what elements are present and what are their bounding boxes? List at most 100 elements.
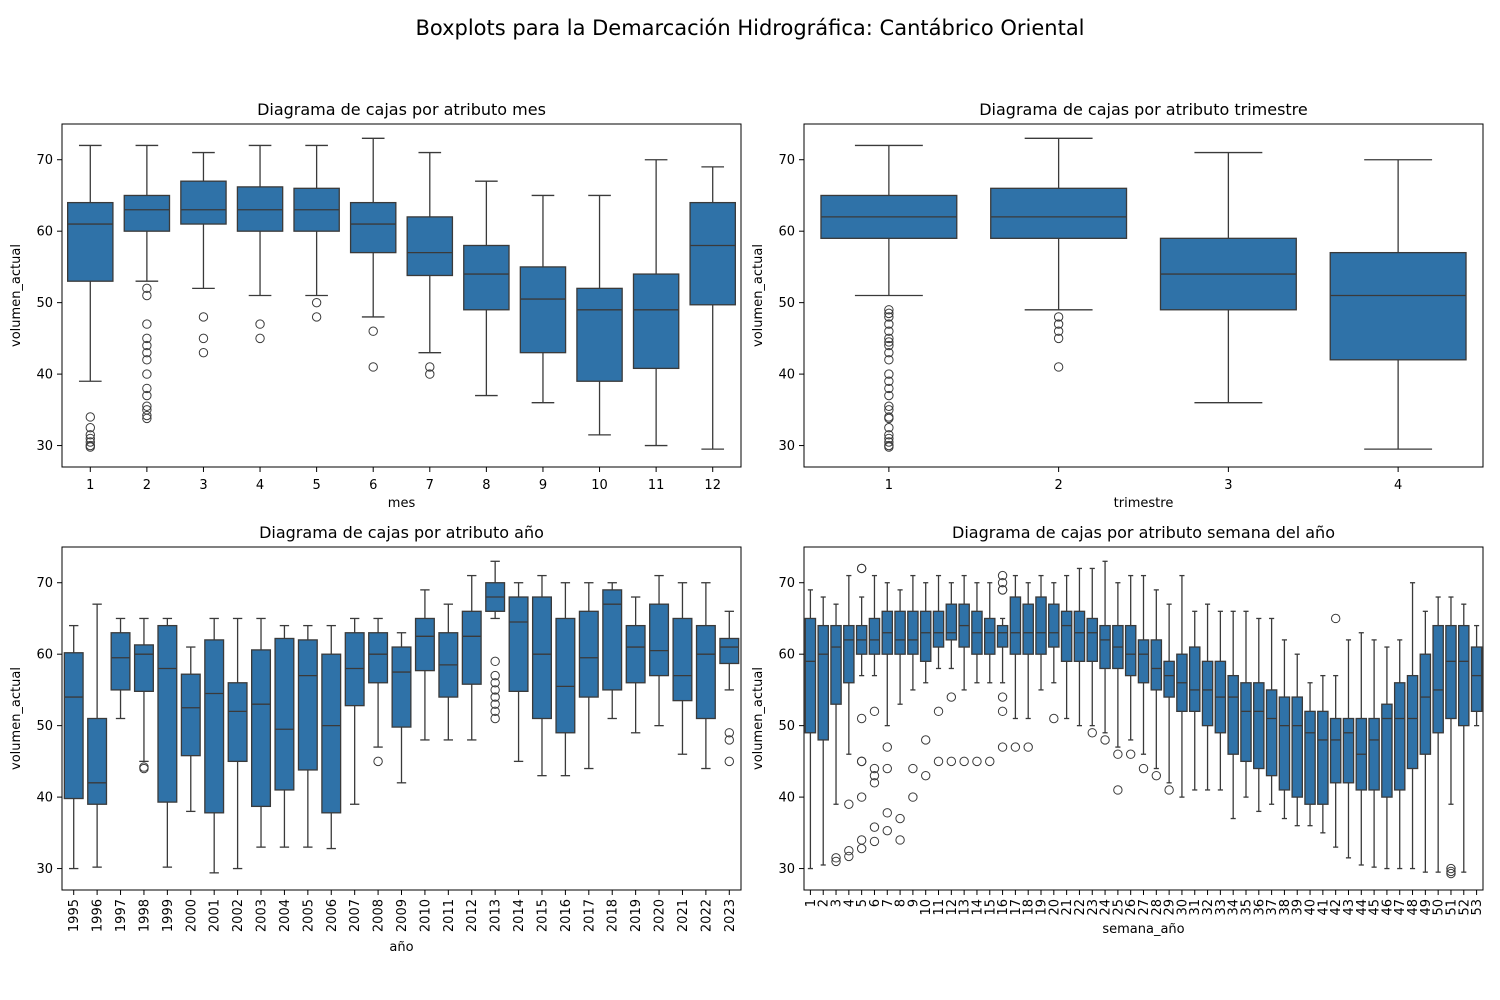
- outlier-point: [997, 578, 1008, 588]
- x-tick-label: 25: [1111, 899, 1126, 916]
- outlier-point: [142, 401, 152, 411]
- outlier-point: [724, 735, 734, 745]
- box-iqr: [1406, 674, 1419, 770]
- y-axis-label: volumen_actual: [751, 244, 766, 347]
- x-tick-label: 39: [1291, 899, 1306, 916]
- box-2011: [438, 603, 459, 741]
- x-tick-label: 31: [1188, 899, 1203, 916]
- box-2019: [625, 596, 646, 734]
- x-tick-label: 50: [1432, 899, 1447, 916]
- box-45: [1368, 639, 1380, 868]
- box-30: [1176, 574, 1188, 798]
- panel-title: Diagrama de cajas por atributo mes: [257, 100, 546, 119]
- outlier-point: [1087, 728, 1097, 738]
- y-axis-label: volumen_actual: [9, 244, 24, 347]
- outlier-point: [884, 305, 894, 315]
- x-tick-label: 2022: [699, 899, 714, 932]
- box-iqr: [414, 617, 435, 672]
- y-axis-label: volumen_actual: [9, 667, 24, 770]
- outlier-point: [311, 297, 322, 308]
- box-53: [1470, 624, 1483, 727]
- outlier-point: [85, 422, 95, 433]
- box-iqr: [1317, 710, 1329, 805]
- box-2002: [227, 617, 248, 870]
- x-tick-label: 5: [312, 478, 320, 493]
- outlier-point: [724, 728, 734, 738]
- x-axis-label: semana_año: [1102, 922, 1184, 937]
- box-10: [919, 582, 932, 781]
- box-iqr: [519, 266, 567, 354]
- x-tick-label: 2014: [512, 899, 527, 932]
- outlier-point: [997, 742, 1008, 752]
- x-tick-label: 5: [855, 899, 870, 907]
- box-37: [1265, 617, 1278, 805]
- x-tick-label: 34: [1227, 899, 1242, 916]
- box-iqr: [123, 194, 171, 232]
- x-tick-label: 52: [1457, 899, 1472, 916]
- outlier-point: [198, 347, 209, 358]
- box-1995: [63, 624, 84, 870]
- outlier-point: [884, 390, 894, 401]
- box-2: [990, 137, 1128, 372]
- box-2015: [531, 574, 552, 777]
- outlier-point: [425, 362, 435, 372]
- box-2: [123, 144, 171, 424]
- box-35: [1240, 610, 1252, 798]
- box-12: [945, 582, 958, 767]
- outlier-point: [856, 563, 867, 574]
- box-14: [971, 582, 983, 767]
- outlier-point: [997, 585, 1008, 595]
- outlier-point: [1053, 362, 1064, 372]
- y-tick-label: 30: [36, 862, 53, 877]
- x-tick-label: 1996: [91, 899, 106, 932]
- outlier-point: [490, 692, 500, 702]
- box-iqr: [1470, 646, 1483, 713]
- x-tick-label: 23: [1086, 899, 1101, 916]
- box-iqr: [1432, 624, 1444, 734]
- box-iqr: [649, 603, 670, 677]
- outlier-point: [831, 853, 841, 863]
- box-34: [1227, 610, 1239, 820]
- x-tick-label: 40: [1304, 899, 1319, 916]
- box-2023: [719, 610, 740, 767]
- outlier-point: [869, 770, 880, 781]
- box-1: [804, 589, 817, 870]
- x-tick-label: 7: [426, 478, 434, 493]
- box-2016: [555, 582, 576, 777]
- box-iqr: [1099, 624, 1111, 670]
- box-1: [67, 144, 114, 452]
- x-tick-label: 47: [1393, 899, 1408, 916]
- box-50: [1432, 596, 1444, 873]
- x-tick-label: 2016: [559, 899, 574, 932]
- x-tick-label: 49: [1419, 899, 1434, 916]
- y-tick-label: 60: [778, 225, 795, 240]
- x-tick-label: 1: [804, 899, 819, 907]
- outlier-point: [985, 756, 995, 767]
- box-2012: [461, 574, 482, 741]
- outlier-point: [1446, 863, 1456, 874]
- x-tick-label: 17: [1009, 899, 1024, 916]
- outlier-point: [368, 362, 378, 372]
- x-tick-label: 2011: [442, 899, 457, 932]
- outlier-point: [884, 383, 894, 394]
- box-48: [1406, 582, 1419, 870]
- box-iqr: [632, 273, 680, 370]
- box-iqr: [1009, 596, 1022, 655]
- outlier-point: [856, 756, 867, 767]
- outlier-point: [884, 355, 894, 365]
- box-iqr: [919, 610, 932, 662]
- box-iqr: [689, 201, 736, 306]
- x-tick-label: 27: [1137, 899, 1152, 916]
- x-tick-label: 13: [958, 899, 973, 916]
- y-tick-label: 70: [36, 576, 53, 591]
- outlier-point: [1113, 785, 1123, 795]
- x-tick-label: 12: [704, 478, 721, 493]
- x-tick-label: 4: [1394, 478, 1402, 493]
- box-iqr: [368, 632, 389, 684]
- box-2007: [344, 617, 365, 805]
- outlier-point: [490, 706, 500, 717]
- y-tick-label: 40: [36, 791, 53, 806]
- outlier-point: [933, 756, 944, 767]
- outlier-point: [884, 437, 894, 447]
- outlier-point: [1053, 312, 1064, 322]
